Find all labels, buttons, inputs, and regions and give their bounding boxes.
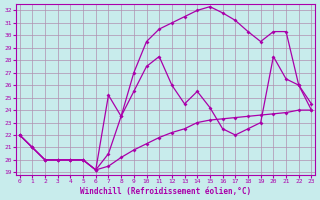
- X-axis label: Windchill (Refroidissement éolien,°C): Windchill (Refroidissement éolien,°C): [80, 187, 251, 196]
